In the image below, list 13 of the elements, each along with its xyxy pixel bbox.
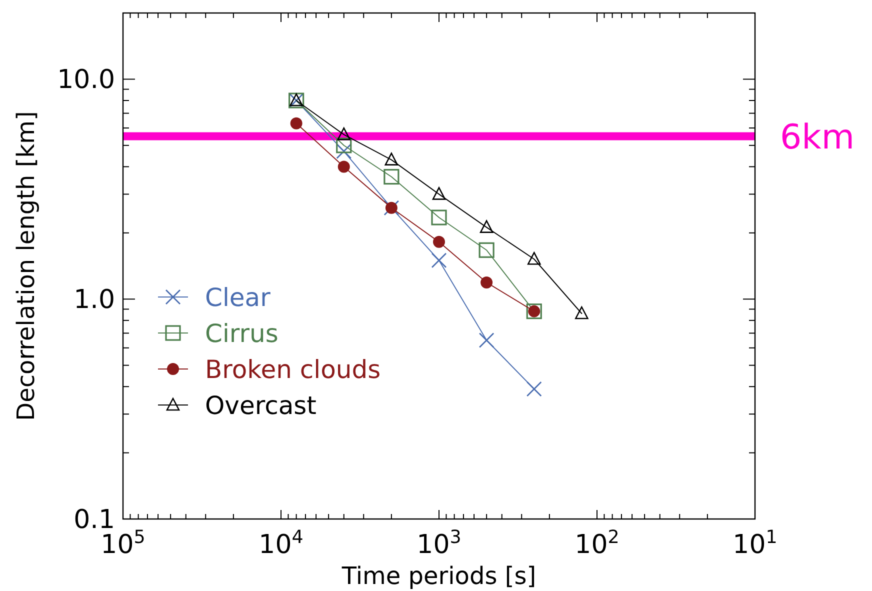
y-tick-label: 1.0 [74,285,115,316]
legend-label: Overcast [205,391,317,420]
x-tick-label: 10$^{3}$ [416,526,462,560]
x-tick-label: 10$^{1}$ [732,526,778,560]
x-tick-label: 10$^{4}$ [258,526,304,560]
y-axis-title: Decorrelation length [km] [12,111,40,421]
y-tick-label: 10.0 [57,65,115,96]
x-axis-title: Time periods [s] [340,562,536,590]
legend-label: Cirrus [205,319,278,348]
ref-line-label: 6km [780,117,854,158]
legend-label: Broken clouds [205,355,381,384]
x-tick-label: 10$^{2}$ [574,526,620,560]
legend-label: Clear [205,283,272,312]
